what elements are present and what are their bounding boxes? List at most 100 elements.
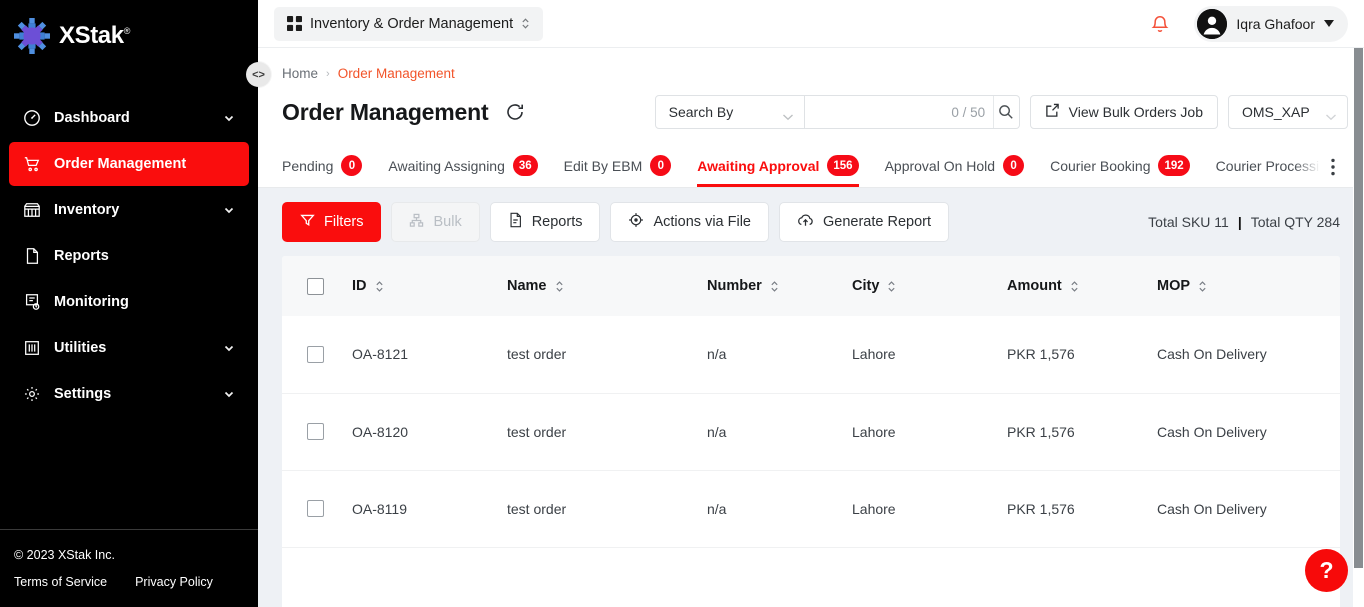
generate-report-button[interactable]: Generate Report <box>779 202 950 242</box>
document-icon <box>508 212 523 232</box>
orders-table: ID Name Number <box>282 256 1340 548</box>
table-row[interactable]: OA-8121 test order n/a Lahore PKR 1,576 … <box>282 316 1340 394</box>
cell-city: Lahore <box>852 316 1007 394</box>
table-body: OA-8121 test order n/a Lahore PKR 1,576 … <box>282 316 1340 548</box>
breadcrumb-home[interactable]: Home <box>282 66 319 81</box>
sort-updown-icon[interactable] <box>770 280 779 293</box>
row-checkbox[interactable] <box>307 500 324 518</box>
chevron-down-icon <box>223 204 235 216</box>
tab-awaiting-assigning[interactable]: Awaiting Assigning 36 <box>388 147 538 187</box>
cell-amount: PKR 1,576 <box>1007 316 1157 394</box>
cell-id: OA-8121 <box>352 316 507 394</box>
view-bulk-orders-job-label: View Bulk Orders Job <box>1068 104 1203 120</box>
table-row[interactable]: OA-8119 test order n/a Lahore PKR 1,576 … <box>282 470 1340 548</box>
reports-button[interactable]: Reports <box>489 202 601 242</box>
help-button[interactable]: ? <box>1305 549 1348 592</box>
page-scrollbar[interactable] <box>1353 48 1364 607</box>
tabs-list: Pending 0 Awaiting Assigning 36 Edit By … <box>258 147 1364 187</box>
caret-down-icon <box>1324 20 1334 27</box>
gear-icon <box>23 385 41 403</box>
tab-pending[interactable]: Pending 0 <box>282 147 363 187</box>
sidebar-collapse-toggle[interactable]: <> <box>246 62 271 87</box>
sidebar-item-reports[interactable]: Reports <box>9 234 249 278</box>
gauge-icon <box>23 109 41 127</box>
terms-of-service-link[interactable]: Terms of Service <box>14 575 108 589</box>
sort-updown-icon[interactable] <box>887 280 896 293</box>
column-header-city[interactable]: City <box>852 256 1007 316</box>
actions-via-file-button[interactable]: Actions via File <box>610 202 769 242</box>
sidebar-item-utilities[interactable]: Utilities <box>9 326 249 370</box>
tab-label: Pending <box>282 157 334 174</box>
refresh-icon[interactable] <box>504 101 526 123</box>
select-all-header <box>282 256 352 316</box>
cell-number: n/a <box>707 393 852 471</box>
sort-updown-icon[interactable] <box>1198 280 1207 293</box>
view-bulk-orders-job-button[interactable]: View Bulk Orders Job <box>1029 95 1218 129</box>
sort-updown-icon[interactable] <box>375 280 384 293</box>
search-icon[interactable] <box>993 96 1019 128</box>
scrollbar-thumb[interactable] <box>1354 48 1363 568</box>
tab-count-badge: 0 <box>341 155 363 176</box>
sidebar-item-order-management[interactable]: Order Management <box>9 142 249 186</box>
main-area: Inventory & Order Management Iqra Ghafoo… <box>258 0 1364 607</box>
action-toolbar: Filters Bulk Reports <box>258 188 1364 256</box>
filters-button[interactable]: Filters <box>282 202 382 242</box>
privacy-policy-link[interactable]: Privacy Policy <box>135 575 213 589</box>
page-header-row: Order Management Search By <box>258 81 1364 129</box>
monitoring-list-icon <box>23 293 41 311</box>
cell-city: Lahore <box>852 470 1007 548</box>
row-checkbox[interactable] <box>307 346 324 364</box>
column-header-amount[interactable]: Amount <box>1007 256 1157 316</box>
sidebar-item-label: Dashboard <box>54 110 130 126</box>
tab-edit-by-ebm[interactable]: Edit By EBM 0 <box>564 147 672 187</box>
total-sku: Total SKU 11 <box>1148 214 1229 230</box>
user-menu[interactable]: Iqra Ghafoor <box>1194 5 1348 42</box>
column-header-id[interactable]: ID <box>352 256 507 316</box>
vertical-dots-icon[interactable] <box>1320 153 1346 181</box>
totals-divider: | <box>1237 214 1242 230</box>
sidebar-item-inventory[interactable]: Inventory <box>9 188 249 232</box>
cell-amount: PKR 1,576 <box>1007 393 1157 471</box>
tab-awaiting-approval[interactable]: Awaiting Approval 156 <box>697 147 859 187</box>
question-mark-icon: ? <box>1319 557 1334 583</box>
column-header-mop[interactable]: MOP <box>1157 256 1340 316</box>
breadcrumb-current[interactable]: Order Management <box>337 66 455 81</box>
sidebar-item-dashboard[interactable]: Dashboard <box>9 96 249 140</box>
app-switcher[interactable]: Inventory & Order Management <box>274 6 544 41</box>
brand-logo[interactable]: XStak® <box>0 0 258 72</box>
tab-label: Approval On Hold <box>884 157 996 174</box>
cloud-upload-icon <box>797 213 814 232</box>
reports-label: Reports <box>531 214 583 230</box>
shopping-cart-icon <box>23 155 41 173</box>
sidebar-item-label: Reports <box>54 248 109 264</box>
sort-updown-icon[interactable] <box>555 280 564 293</box>
sidebar-item-label: Monitoring <box>54 294 129 310</box>
sidebar-item-settings[interactable]: Settings <box>9 372 249 416</box>
user-avatar-icon <box>1197 8 1228 39</box>
select-all-checkbox[interactable] <box>307 277 324 295</box>
row-checkbox[interactable] <box>307 423 324 441</box>
table-head: ID Name Number <box>282 256 1340 316</box>
tab-courier-processing[interactable]: Courier Processing <box>1216 147 1335 187</box>
column-label: Name <box>507 278 547 294</box>
tab-approval-on-hold[interactable]: Approval On Hold 0 <box>885 147 1025 187</box>
tab-label: Courier Booking <box>1050 157 1151 174</box>
tab-label: Awaiting Assigning <box>388 157 505 174</box>
account-select[interactable]: OMS_XAP <box>1228 95 1348 129</box>
chevron-down-icon <box>782 108 794 121</box>
topbar: Inventory & Order Management Iqra Ghafoo… <box>258 0 1364 48</box>
sort-updown-icon[interactable] <box>1070 280 1079 293</box>
column-header-name[interactable]: Name <box>507 256 707 316</box>
tab-courier-booking[interactable]: Courier Booking 192 <box>1050 147 1190 187</box>
sidebar-item-monitoring[interactable]: Monitoring <box>9 280 249 324</box>
bell-icon[interactable] <box>1150 13 1170 35</box>
search-by-select[interactable]: Search By <box>654 95 805 129</box>
column-header-number[interactable]: Number <box>707 256 852 316</box>
tab-count-badge: 0 <box>1003 155 1025 176</box>
search-input[interactable] <box>804 96 952 128</box>
cell-amount: PKR 1,576 <box>1007 470 1157 548</box>
status-tabs: Pending 0 Awaiting Assigning 36 Edit By … <box>258 147 1364 188</box>
brand-name: XStak® <box>59 22 130 49</box>
table-row[interactable]: OA-8120 test order n/a Lahore PKR 1,576 … <box>282 393 1340 471</box>
